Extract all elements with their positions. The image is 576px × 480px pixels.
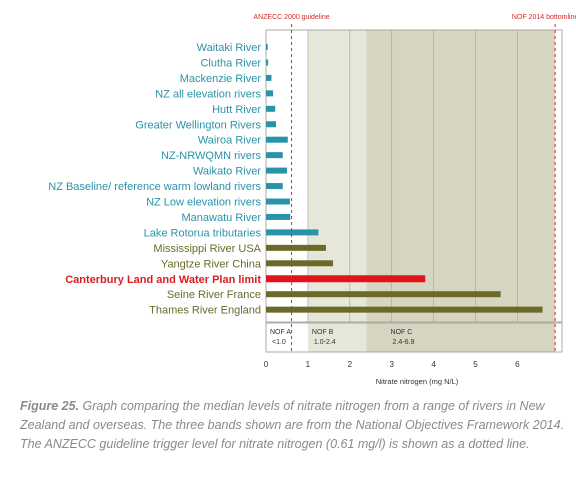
category-label: Waikato River [193, 166, 261, 178]
x-tick-label: 5 [473, 360, 478, 369]
category-label: NZ all elevation rivers [155, 88, 261, 100]
figure-caption: Figure 25. Graph comparing the median le… [20, 397, 565, 454]
category-label: Waitaki River [197, 42, 262, 54]
x-tick-label: 6 [515, 360, 520, 369]
category-label: NZ Baseline/ reference warm lowland rive… [48, 181, 261, 193]
category-label: NZ-NRWQMN rivers [161, 150, 262, 162]
bar [266, 198, 290, 205]
bar [266, 306, 543, 313]
category-label: Greater Wellington Rivers [135, 119, 261, 131]
bar [266, 105, 276, 112]
band-region-0 [266, 30, 308, 322]
category-label: Hutt River [212, 104, 261, 116]
band-strip-2 [366, 323, 556, 352]
band-region-2 [366, 30, 556, 322]
bar [266, 167, 287, 174]
plot-frame [265, 29, 563, 323]
bar [266, 74, 272, 81]
nof-bands: NOF A <1.0 NOF B 1.0-2.4 NOF C 2.4-6.9 [265, 29, 563, 353]
category-label: Yangtze River China [161, 258, 262, 270]
nitrate-chart: NOF A <1.0 NOF B 1.0-2.4 NOF C 2.4-6.9 ANZECC… [48, 14, 576, 386]
band-strip-frame [265, 322, 563, 353]
x-axis: 0 1 2 3 4 5 6 Nitrate nitrogen (mg N/L) [264, 360, 520, 386]
caption-text: Graph comparing the median levels of nit… [20, 399, 565, 451]
category-label: Manawatu River [182, 212, 262, 224]
band-label: NOF C [391, 329, 413, 336]
category-label: Wairoa River [198, 135, 261, 147]
bar [266, 260, 334, 267]
bar [266, 152, 283, 159]
bars [266, 44, 543, 313]
category-labels: Waitaki River Clutha River Mackenzie River… [48, 42, 262, 317]
band-label: NOF B [312, 329, 334, 336]
band-region-1 [307, 30, 367, 322]
category-label: Thames River England [149, 305, 261, 317]
band-range-label: 2.4-6.9 [393, 339, 415, 346]
category-label: NZ Low elevation rivers [146, 197, 261, 209]
x-tick-label: 0 [264, 360, 269, 369]
band-strip-1 [307, 323, 367, 352]
bar [266, 183, 283, 190]
category-label: Lake Rotorua tributaries [144, 227, 262, 239]
figure-label: Figure 25. [20, 399, 80, 413]
bar [266, 90, 274, 97]
band-range-label: <1.0 [272, 339, 286, 346]
category-label: Mississippi River USA [153, 243, 261, 255]
bar [266, 121, 277, 128]
bar [266, 213, 291, 220]
band-label: NOF A [270, 329, 291, 336]
bar [266, 291, 501, 298]
category-label: Seine River France [167, 289, 261, 301]
bar [266, 136, 288, 143]
band-range-label: 1.0-2.4 [314, 339, 336, 346]
x-tick-label: 3 [389, 360, 394, 369]
category-label: Mackenzie River [180, 73, 262, 85]
x-tick-label: 4 [431, 360, 436, 369]
reference-lines: ANZECC 2000 guideline NOF 2014 bottomline [253, 14, 576, 352]
category-label: Canterbury Land and Water Plan limit [65, 274, 261, 286]
bar [266, 229, 319, 236]
category-label: Clutha River [200, 57, 261, 69]
x-axis-title: Nitrate nitrogen (mg N/L) [376, 377, 459, 386]
bar [266, 244, 326, 251]
band-strip-0 [266, 323, 308, 352]
x-tick-label: 1 [306, 360, 311, 369]
gridlines [307, 30, 518, 322]
reference-line-label: NOF 2014 bottomline [512, 14, 576, 21]
bar [266, 44, 268, 50]
x-tick-label: 2 [348, 360, 353, 369]
reference-line-label: ANZECC 2000 guideline [253, 14, 329, 21]
bar [266, 59, 269, 66]
bar [266, 275, 426, 283]
